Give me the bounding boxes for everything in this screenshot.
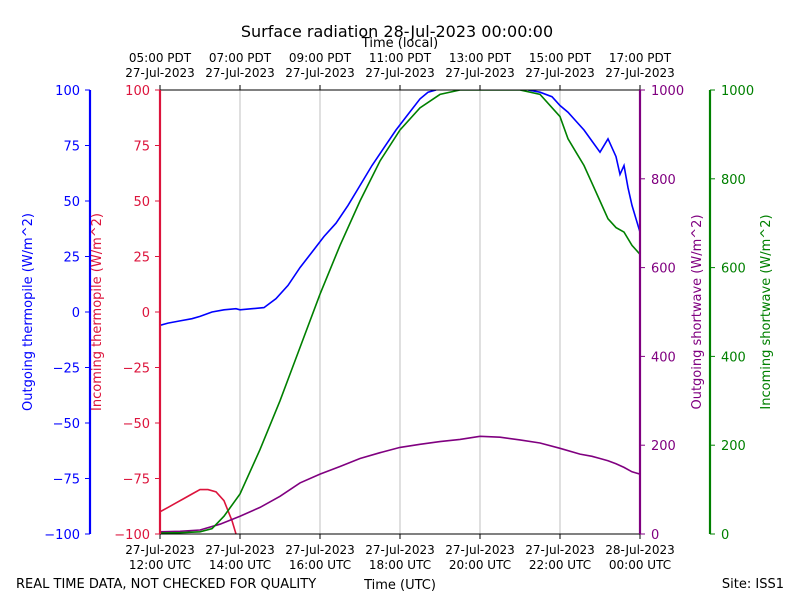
x-tick-label-time: 00:00 UTC <box>609 558 671 572</box>
y-tick-label-out_sw: 600 <box>651 262 676 277</box>
x-tick-label-date: 27-Jul-2023 <box>525 543 595 557</box>
series-line <box>527 90 640 233</box>
top-x-tick-label-date: 27-Jul-2023 <box>285 66 355 80</box>
y-tick-label-out_thermo: −25 <box>53 362 80 377</box>
y-tick-label-in_thermo: −25 <box>123 362 150 377</box>
top-x-tick-label-time: 07:00 PDT <box>209 51 272 65</box>
x-tick-label-date: 27-Jul-2023 <box>445 543 515 557</box>
y-tick-label-in_thermo: 0 <box>142 306 150 321</box>
x-tick-label-date: 27-Jul-2023 <box>285 543 355 557</box>
y-tick-label-in_sw: 200 <box>721 439 746 454</box>
y-tick-label-out_sw: 0 <box>651 528 659 543</box>
plot-area <box>160 90 640 534</box>
top-x-tick-label-time: 11:00 PDT <box>369 51 432 65</box>
x-tick-label-date: 27-Jul-2023 <box>205 543 275 557</box>
series-line <box>160 90 640 534</box>
x-tick-label-time: 22:00 UTC <box>529 558 591 572</box>
y-axis-title-out_thermo: Outgoing thermopile (W/m^2) <box>21 213 36 411</box>
top-axis-label: Time (local) <box>361 36 438 51</box>
y-tick-label-in_thermo: 75 <box>133 140 150 155</box>
x-tick-label-time: 12:00 UTC <box>129 558 191 572</box>
y-tick-label-out_thermo: 25 <box>63 251 80 266</box>
x-tick-label-date: 28-Jul-2023 <box>605 543 675 557</box>
y-tick-label-in_thermo: −50 <box>123 417 150 432</box>
y-tick-label-in_sw: 400 <box>721 350 746 365</box>
x-tick-label-date: 27-Jul-2023 <box>365 543 435 557</box>
x-tick-label-time: 16:00 UTC <box>289 558 351 572</box>
y-axis-title-in_sw: Incoming shortwave (W/m^2) <box>759 214 774 409</box>
y-tick-label-in_sw: 800 <box>721 173 746 188</box>
y-tick-label-out_sw: 1000 <box>651 84 684 99</box>
y-tick-label-in_thermo: −100 <box>114 528 150 543</box>
top-x-tick-label-date: 27-Jul-2023 <box>205 66 275 80</box>
y-tick-label-in_thermo: 50 <box>133 195 150 210</box>
y-tick-label-out_thermo: −75 <box>53 473 80 488</box>
y-tick-label-in_sw: 600 <box>721 262 746 277</box>
top-x-tick-label-time: 17:00 PDT <box>609 51 672 65</box>
grid <box>239 90 561 534</box>
top-x-tick-label-date: 27-Jul-2023 <box>125 66 195 80</box>
x-tick-label-time: 14:00 UTC <box>209 558 271 572</box>
top-x-tick-label-time: 09:00 PDT <box>289 51 352 65</box>
y-axis-title-in_thermo: Incoming thermopile (W/m^2) <box>90 213 105 411</box>
top-x-tick-label-date: 27-Jul-2023 <box>605 66 675 80</box>
y-tick-label-out_sw: 400 <box>651 350 676 365</box>
x-tick-label-date: 27-Jul-2023 <box>125 543 195 557</box>
top-x-tick-label-time: 13:00 PDT <box>449 51 512 65</box>
y-tick-label-out_thermo: −50 <box>53 417 80 432</box>
y-tick-label-in_thermo: 100 <box>125 84 150 99</box>
top-x-tick-label-time: 05:00 PDT <box>129 51 192 65</box>
y-tick-label-out_sw: 800 <box>651 173 676 188</box>
y-tick-label-out_sw: 200 <box>651 439 676 454</box>
y-axis-title-out_sw: Outgoing shortwave (W/m^2) <box>690 214 705 409</box>
series-line <box>160 488 237 534</box>
y-tick-label-in_sw: 1000 <box>721 84 754 99</box>
series-line <box>160 435 640 533</box>
y-tick-label-in_thermo: −75 <box>123 473 150 488</box>
chart-title: Surface radiation 28-Jul-2023 00:00:00 <box>241 22 553 41</box>
y-tick-label-out_thermo: 50 <box>63 195 80 210</box>
footer-left: REAL TIME DATA, NOT CHECKED FOR QUALITY <box>16 577 316 592</box>
y-tick-label-in_sw: 0 <box>721 528 729 543</box>
y-tick-label-out_thermo: 100 <box>55 84 80 99</box>
top-x-tick-label-date: 27-Jul-2023 <box>525 66 595 80</box>
top-x-tick-label-date: 27-Jul-2023 <box>445 66 515 80</box>
x-tick-label-time: 18:00 UTC <box>369 558 431 572</box>
y-tick-label-in_thermo: 25 <box>133 251 150 266</box>
x-axis-label: Time (UTC) <box>363 578 436 593</box>
y-tick-label-out_thermo: −100 <box>44 528 80 543</box>
top-x-tick-label-time: 15:00 PDT <box>529 51 592 65</box>
y-tick-label-out_thermo: 0 <box>72 306 80 321</box>
series-line <box>160 90 437 327</box>
y-tick-label-out_thermo: 75 <box>63 140 80 155</box>
x-tick-label-time: 20:00 UTC <box>449 558 511 572</box>
top-x-tick-label-date: 27-Jul-2023 <box>365 66 435 80</box>
footer-right: Site: ISS1 <box>722 577 784 592</box>
